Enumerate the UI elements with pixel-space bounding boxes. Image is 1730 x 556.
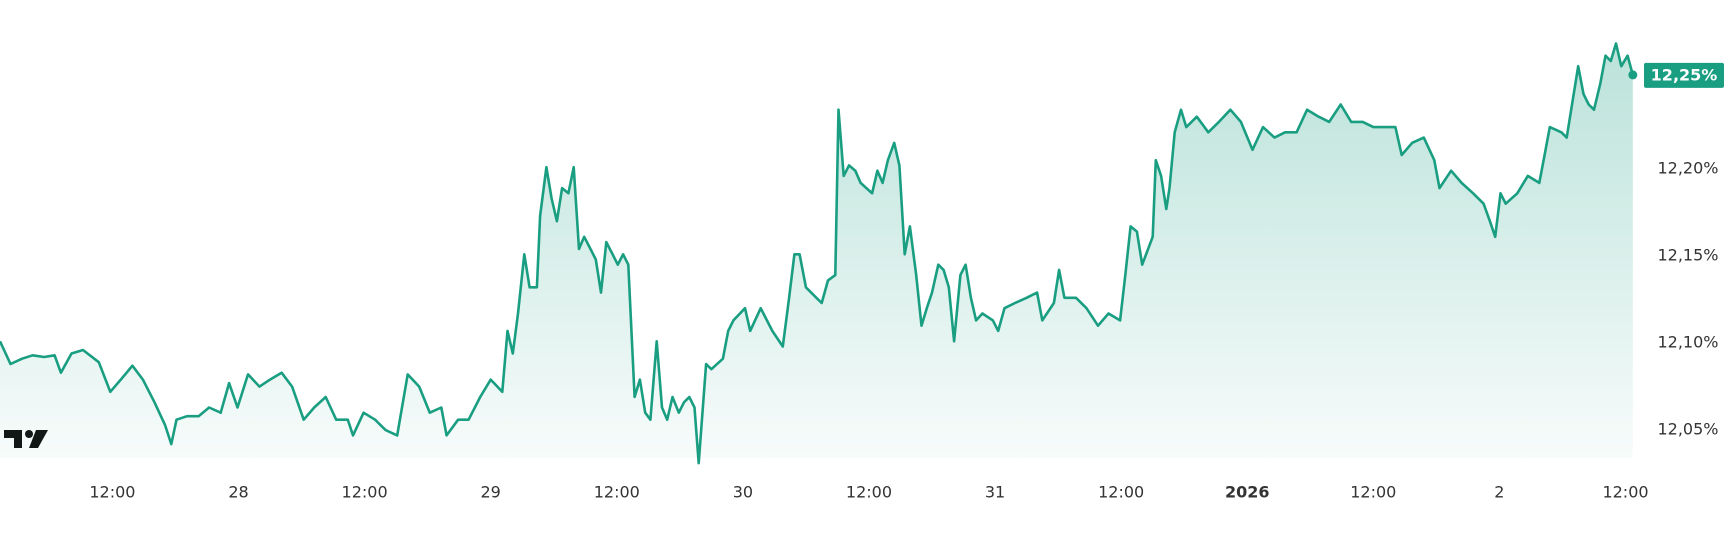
last-point <box>1628 70 1638 80</box>
x-tick-label: 12:00 <box>342 483 388 502</box>
line <box>0 42 1635 465</box>
x-tick-label: 12:00 <box>594 483 640 502</box>
x-tick-label: 28 <box>228 483 248 502</box>
x-tick-label: 12:00 <box>89 483 135 502</box>
area <box>0 43 1633 464</box>
y-tick-label: 12,05% <box>1657 420 1718 439</box>
y-tick-label: 12,15% <box>1657 245 1718 264</box>
x-tick-label: 31 <box>985 483 1005 502</box>
x-tick-label: 12:00 <box>1602 483 1648 502</box>
x-tick-label: 29 <box>481 483 501 502</box>
x-tick-label: 12:00 <box>846 483 892 502</box>
x-tick-label: 2 <box>1494 483 1504 502</box>
y-tick-label: 12,10% <box>1657 333 1718 352</box>
y-tick-label: 12,20% <box>1657 158 1718 177</box>
x-tick-label: 2026 <box>1225 483 1270 502</box>
x-tick-label: 12:00 <box>1098 483 1144 502</box>
x-tick-label: 30 <box>733 483 753 502</box>
value-label: 12,25% <box>1651 65 1718 84</box>
value-label-box <box>1644 62 1724 88</box>
x-tick-label: 12:00 <box>1350 483 1396 502</box>
